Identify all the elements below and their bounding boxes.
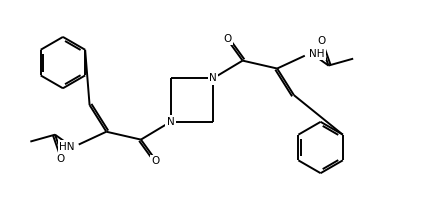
Text: HN: HN	[59, 141, 75, 152]
Text: O: O	[224, 34, 232, 44]
Text: N: N	[167, 117, 174, 127]
Text: N: N	[209, 73, 217, 83]
Text: O: O	[57, 154, 65, 164]
Text: NH: NH	[309, 49, 324, 59]
Text: O: O	[318, 36, 326, 46]
Text: O: O	[152, 156, 160, 166]
